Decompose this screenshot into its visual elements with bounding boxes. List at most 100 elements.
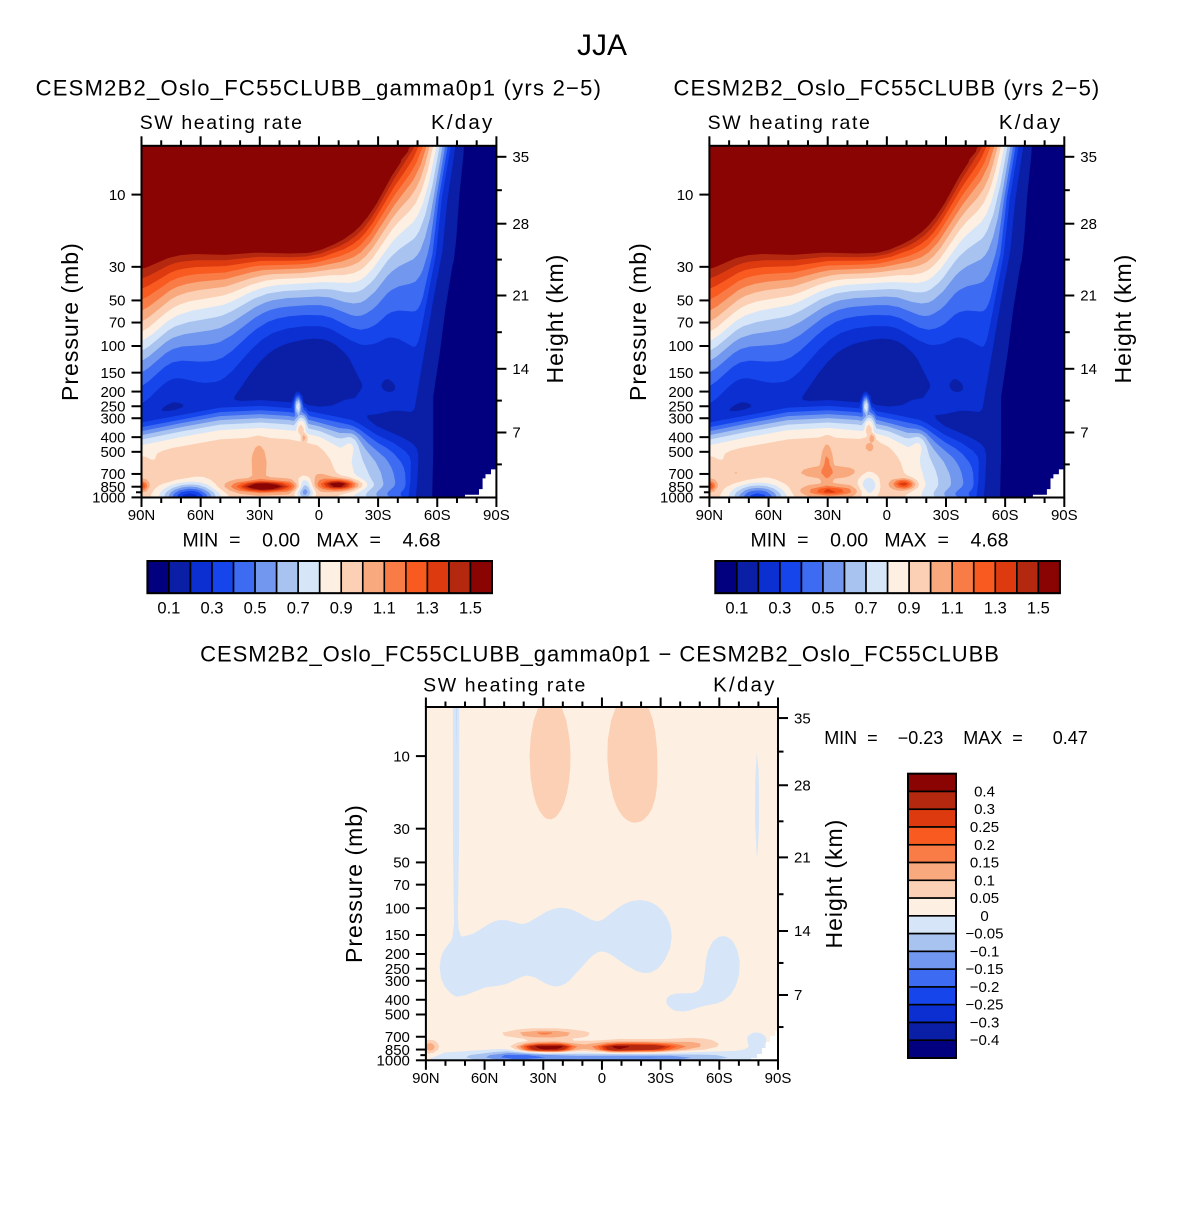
svg-text:250: 250 — [385, 961, 410, 978]
svg-text:0.3: 0.3 — [768, 600, 791, 618]
svg-text:SW heating rate: SW heating rate — [708, 112, 872, 134]
svg-text:500: 500 — [668, 444, 693, 461]
svg-text:−0.3: −0.3 — [970, 1014, 1000, 1031]
svg-text:30S: 30S — [933, 507, 960, 524]
svg-text:1000: 1000 — [92, 490, 125, 507]
svg-text:0.1: 0.1 — [974, 872, 995, 889]
svg-text:1.3: 1.3 — [984, 600, 1007, 618]
svg-text:200: 200 — [668, 384, 693, 401]
svg-text:60S: 60S — [424, 507, 451, 524]
svg-text:30N: 30N — [246, 507, 274, 524]
svg-text:60N: 60N — [471, 1070, 499, 1087]
svg-text:21: 21 — [512, 288, 529, 305]
svg-text:10: 10 — [393, 748, 410, 765]
svg-text:1000: 1000 — [377, 1053, 410, 1070]
svg-text:50: 50 — [393, 855, 410, 872]
svg-text:0.3: 0.3 — [201, 600, 224, 618]
svg-text:K/day: K/day — [431, 111, 494, 134]
svg-text:100: 100 — [668, 338, 693, 355]
svg-text:−0.15: −0.15 — [966, 961, 1004, 978]
svg-text:35: 35 — [1080, 149, 1097, 166]
svg-text:250: 250 — [100, 398, 125, 415]
svg-text:400: 400 — [100, 429, 125, 446]
svg-text:MIN = 0.00 MAX = 4.6: MIN = 0.00 MAX = 4.68 — [183, 530, 441, 552]
svg-text:−0.05: −0.05 — [966, 926, 1004, 943]
svg-text:0.9: 0.9 — [898, 600, 921, 618]
svg-text:7: 7 — [794, 987, 802, 1004]
svg-text:100: 100 — [100, 338, 125, 355]
svg-text:90S: 90S — [483, 507, 510, 524]
svg-text:1.1: 1.1 — [941, 600, 964, 618]
svg-text:500: 500 — [385, 1007, 410, 1024]
svg-text:0.5: 0.5 — [812, 600, 835, 618]
svg-text:60S: 60S — [706, 1070, 733, 1087]
svg-text:850: 850 — [100, 479, 125, 496]
svg-text:250: 250 — [668, 398, 693, 415]
svg-text:28: 28 — [512, 216, 529, 233]
svg-text:7: 7 — [512, 425, 520, 442]
svg-text:35: 35 — [512, 149, 529, 166]
svg-text:30: 30 — [393, 821, 410, 838]
svg-text:0: 0 — [315, 507, 323, 524]
svg-text:400: 400 — [668, 429, 693, 446]
svg-text:30S: 30S — [647, 1070, 674, 1087]
svg-text:90N: 90N — [128, 507, 156, 524]
svg-text:28: 28 — [1080, 216, 1097, 233]
svg-text:700: 700 — [668, 466, 693, 483]
svg-text:−0.1: −0.1 — [970, 943, 1000, 960]
svg-text:60N: 60N — [187, 507, 215, 524]
svg-text:SW heating rate: SW heating rate — [423, 674, 587, 696]
svg-text:Height (km): Height (km) — [542, 254, 568, 384]
svg-text:700: 700 — [385, 1029, 410, 1046]
svg-text:7: 7 — [1080, 425, 1088, 442]
svg-text:CESM2B2_Oslo_FC55CLUBB_gamma0p: CESM2B2_Oslo_FC55CLUBB_gamma0p1 (yrs 2−5… — [36, 76, 603, 101]
svg-text:Pressure (mb): Pressure (mb) — [625, 242, 651, 401]
svg-text:100: 100 — [385, 900, 410, 917]
svg-text:1.3: 1.3 — [416, 600, 439, 618]
svg-text:0.7: 0.7 — [855, 600, 878, 618]
svg-text:MIN = 0.00 MAX = 4.6: MIN = 0.00 MAX = 4.68 — [751, 530, 1009, 552]
svg-text:0.7: 0.7 — [287, 600, 310, 618]
svg-text:28: 28 — [794, 777, 811, 794]
svg-text:300: 300 — [100, 410, 125, 427]
svg-text:−0.2: −0.2 — [970, 979, 1000, 996]
svg-text:14: 14 — [1080, 361, 1097, 378]
svg-text:30: 30 — [677, 259, 694, 276]
svg-text:Pressure (mb): Pressure (mb) — [57, 242, 83, 401]
svg-text:−0.4: −0.4 — [970, 1032, 1000, 1049]
svg-text:CESM2B2_Oslo_FC55CLUBB (yrs 2−: CESM2B2_Oslo_FC55CLUBB (yrs 2−5) — [674, 76, 1101, 101]
svg-text:0: 0 — [883, 507, 891, 524]
svg-text:700: 700 — [100, 466, 125, 483]
svg-text:0.05: 0.05 — [970, 890, 999, 907]
svg-text:0.5: 0.5 — [244, 600, 267, 618]
svg-text:21: 21 — [1080, 288, 1097, 305]
svg-text:0.1: 0.1 — [725, 600, 748, 618]
svg-text:0.9: 0.9 — [330, 600, 353, 618]
svg-text:10: 10 — [677, 187, 694, 204]
svg-text:0.3: 0.3 — [974, 801, 995, 818]
svg-text:0: 0 — [598, 1070, 606, 1087]
svg-text:300: 300 — [668, 410, 693, 427]
svg-text:1.1: 1.1 — [373, 600, 396, 618]
svg-text:200: 200 — [385, 946, 410, 963]
svg-text:0: 0 — [980, 908, 988, 925]
svg-text:0.4: 0.4 — [974, 783, 995, 800]
svg-text:0.1: 0.1 — [157, 600, 180, 618]
svg-text:1.5: 1.5 — [1027, 600, 1050, 618]
svg-text:150: 150 — [385, 927, 410, 944]
svg-text:0.25: 0.25 — [970, 819, 999, 836]
svg-text:850: 850 — [385, 1042, 410, 1059]
svg-text:30N: 30N — [814, 507, 842, 524]
svg-text:14: 14 — [794, 923, 811, 940]
svg-text:70: 70 — [109, 315, 126, 332]
svg-text:14: 14 — [512, 361, 529, 378]
svg-text:0.2: 0.2 — [974, 837, 995, 854]
svg-text:60N: 60N — [755, 507, 783, 524]
svg-text:−0.25: −0.25 — [966, 997, 1004, 1014]
svg-text:70: 70 — [393, 877, 410, 894]
svg-text:Height (km): Height (km) — [1110, 254, 1136, 384]
svg-text:21: 21 — [794, 850, 811, 867]
svg-text:90S: 90S — [765, 1070, 792, 1087]
svg-text:JJA: JJA — [577, 29, 627, 62]
svg-text:MIN = −0.23 MAX =: MIN = −0.23 MAX = 0.47 — [824, 728, 1088, 748]
